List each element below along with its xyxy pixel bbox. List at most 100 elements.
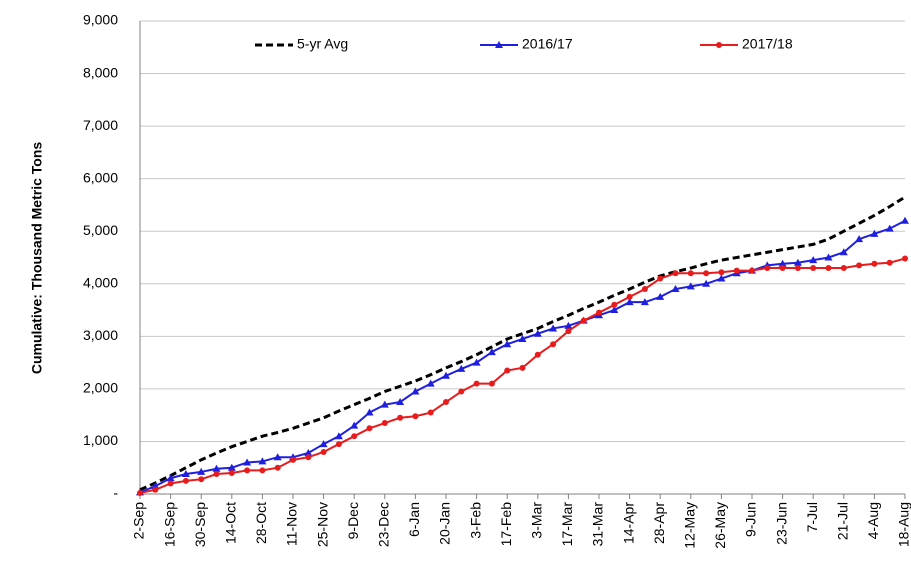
point bbox=[840, 265, 847, 272]
y-tick-label: 6,000 bbox=[83, 169, 118, 185]
point bbox=[839, 248, 848, 256]
point bbox=[443, 399, 449, 406]
x-tick-label: 14-Apr bbox=[620, 502, 636, 544]
x-tick-label: 4-Aug bbox=[865, 502, 881, 539]
point bbox=[365, 408, 374, 416]
y-tick-label: 3,000 bbox=[83, 327, 118, 343]
point bbox=[809, 256, 818, 264]
y-tick-label: 7,000 bbox=[83, 117, 118, 133]
point bbox=[504, 367, 511, 374]
point bbox=[457, 364, 466, 372]
point bbox=[856, 262, 863, 269]
point bbox=[870, 229, 879, 237]
point bbox=[381, 420, 388, 427]
point bbox=[793, 258, 802, 266]
point bbox=[182, 477, 189, 484]
point bbox=[198, 476, 205, 483]
point bbox=[901, 216, 909, 224]
x-tick-label: 30-Sep bbox=[192, 502, 208, 547]
point bbox=[290, 456, 296, 463]
point bbox=[259, 467, 266, 474]
point bbox=[717, 274, 726, 282]
y-tick-label: - bbox=[113, 485, 118, 501]
x-tick-label: 23-Jun bbox=[773, 502, 789, 545]
point bbox=[656, 292, 665, 300]
legend-label: 2016/17 bbox=[522, 36, 573, 52]
point bbox=[495, 41, 503, 48]
point bbox=[625, 298, 634, 306]
point bbox=[167, 480, 174, 487]
point bbox=[273, 453, 282, 461]
point bbox=[137, 489, 143, 496]
x-tick-label: 12-May bbox=[682, 502, 698, 549]
point bbox=[243, 458, 252, 466]
point bbox=[749, 267, 755, 274]
x-tick-label: 11-Nov bbox=[284, 502, 300, 546]
point bbox=[166, 474, 175, 482]
point bbox=[227, 463, 236, 471]
point bbox=[626, 293, 633, 300]
point bbox=[764, 265, 771, 272]
y-axis-label: Cumulative: Thousand Metric Tons bbox=[29, 142, 45, 375]
x-tick-label: 9-Jun bbox=[743, 502, 759, 537]
point bbox=[885, 224, 894, 232]
point bbox=[716, 42, 722, 48]
point bbox=[151, 482, 160, 490]
series-line bbox=[139, 257, 906, 494]
x-tick-label: 7-Jul bbox=[804, 502, 820, 532]
x-tick-label: 17-Mar bbox=[559, 502, 575, 547]
x-tick-label: 28-Oct bbox=[253, 502, 269, 544]
point bbox=[366, 425, 373, 432]
point bbox=[350, 421, 359, 429]
point bbox=[181, 470, 190, 478]
x-tick-label: 17-Feb bbox=[498, 502, 514, 547]
point bbox=[610, 306, 619, 314]
point bbox=[825, 265, 832, 272]
x-tick-label: 6-Jan bbox=[406, 502, 422, 537]
point bbox=[778, 259, 787, 267]
x-tick-label: 2-Sep bbox=[131, 502, 147, 540]
point bbox=[473, 380, 480, 387]
point bbox=[380, 400, 389, 408]
x-tick-label: 20-Jan bbox=[437, 502, 453, 545]
point bbox=[687, 270, 694, 277]
point bbox=[320, 448, 327, 455]
point bbox=[718, 269, 725, 276]
point bbox=[426, 379, 435, 387]
point bbox=[534, 351, 541, 358]
point bbox=[518, 334, 527, 342]
x-tick-label: 31-Mar bbox=[590, 502, 606, 547]
point bbox=[411, 387, 420, 395]
point bbox=[533, 329, 542, 337]
series-line bbox=[139, 195, 906, 492]
point bbox=[305, 454, 312, 461]
point bbox=[671, 285, 680, 293]
point bbox=[580, 317, 587, 324]
point bbox=[472, 358, 481, 366]
y-tick-label: 1,000 bbox=[83, 432, 118, 448]
series-line bbox=[139, 219, 906, 494]
point bbox=[412, 413, 419, 420]
y-tick-label: 9,000 bbox=[83, 12, 118, 28]
y-tick-label: 5,000 bbox=[83, 222, 118, 238]
legend-label: 5-yr Avg bbox=[297, 36, 348, 52]
point bbox=[274, 464, 281, 471]
x-tick-label: 23-Dec bbox=[376, 502, 392, 547]
point bbox=[672, 270, 679, 277]
point bbox=[458, 388, 465, 395]
x-tick-label: 18-Aug bbox=[896, 502, 911, 547]
point bbox=[824, 253, 833, 261]
x-tick-label: 21-Jul bbox=[835, 502, 851, 540]
point bbox=[549, 324, 558, 332]
y-tick-label: 8,000 bbox=[83, 64, 118, 80]
x-tick-label: 9-Dec bbox=[345, 502, 361, 539]
point bbox=[487, 348, 496, 356]
point bbox=[488, 380, 495, 387]
point bbox=[886, 259, 893, 266]
legend-label: 2017/18 bbox=[742, 36, 793, 52]
point bbox=[397, 414, 404, 421]
point bbox=[596, 309, 602, 316]
point bbox=[197, 467, 206, 475]
y-tick-label: 2,000 bbox=[83, 380, 118, 396]
